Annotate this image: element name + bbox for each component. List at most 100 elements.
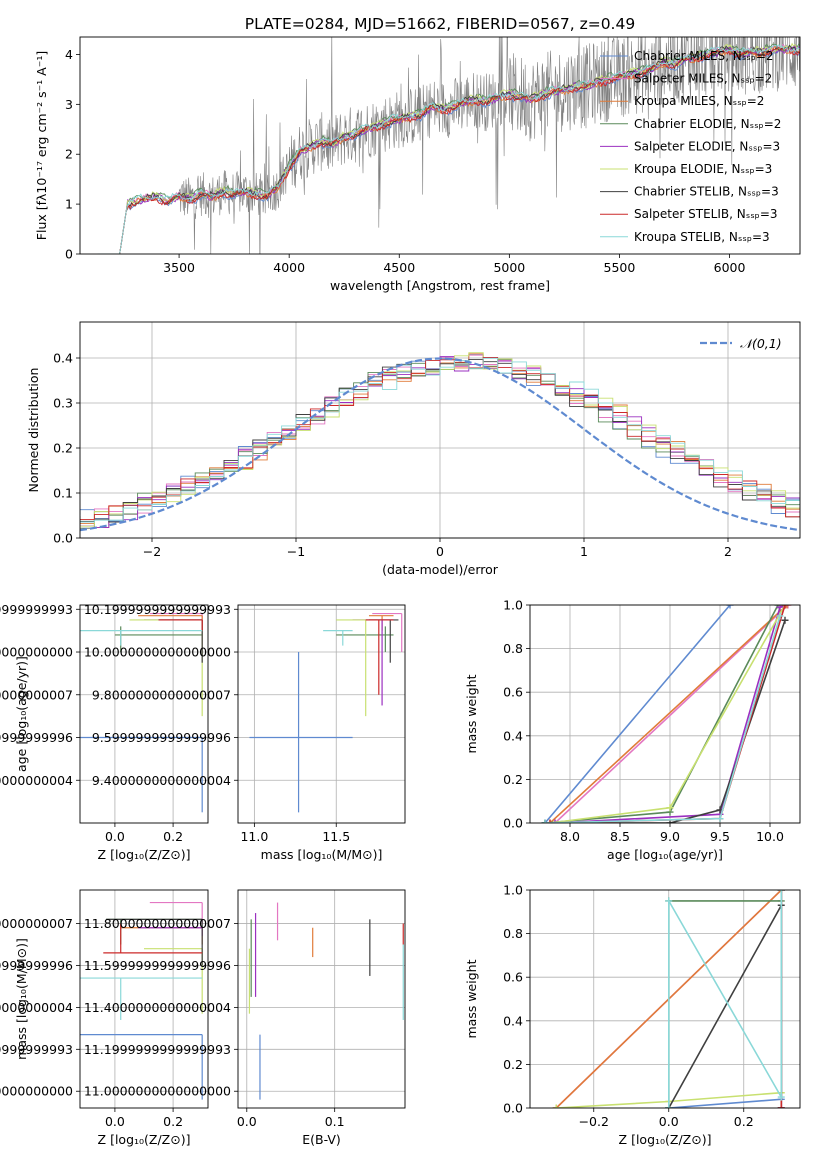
y-tick-label: 1	[65, 197, 73, 212]
residuals-plot	[80, 352, 800, 532]
mass-vs-EBV-chart: 0.0 0.1 11.0000000000000000 11.199999999999…	[84, 889, 406, 1147]
axes-frame	[79, 321, 801, 539]
age-vs-mass-chart: 11.0 11.5 9.4000000000000004 9.599999999999…	[84, 602, 406, 862]
weight-line-2	[554, 605, 789, 823]
legend-label: Chabrier MILES, Nₛₛₚ=2	[634, 49, 774, 63]
y-tick-label: 0.3	[53, 396, 73, 411]
y-tick-label: 11.1999999999999993	[84, 1042, 231, 1057]
y-tick-label: 9.5999999999999996	[92, 730, 231, 745]
x-tick-label: 0.0	[105, 1114, 125, 1129]
y-tick-label: 0.6	[503, 970, 523, 985]
weight-marker	[777, 1093, 785, 1101]
x-tick-label: 6000	[714, 260, 746, 275]
weight-line-5	[554, 605, 786, 823]
y-axis-label: age [log₁₀(age/yr)]	[14, 656, 29, 772]
legend-label: Kroupa STELIB, Nₛₛₚ=3	[634, 230, 770, 244]
weight-marker	[781, 605, 789, 609]
legend-label: Salpeter ELODIE, Nₛₛₚ=3	[634, 139, 780, 153]
x-axis-label: wavelength [Angstrom, rest frame]	[330, 278, 550, 293]
x-tick-label: 11.5	[322, 829, 350, 844]
x-tick-label: 5000	[493, 260, 525, 275]
x-tick-label: 0.0	[105, 829, 125, 844]
weight-marker	[552, 1104, 560, 1108]
mass-weight-vs-Z-plot	[552, 890, 785, 1108]
x-tick-label: 8.0	[560, 829, 580, 844]
x-axis-label: Z [log₁₀(Z/Z⊙)]	[98, 847, 191, 862]
legend-label: Kroupa MILES, Nₛₛₚ=2	[634, 94, 764, 108]
y-tick-label: 9.8000000000000007	[0, 687, 73, 702]
mass-weight-vs-age-plot	[541, 605, 792, 823]
axes-frame	[529, 604, 801, 824]
y-tick-label: 0.2	[503, 1057, 523, 1072]
x-tick-label: 9.5	[710, 829, 730, 844]
y-tick-label: 11.4000000000000004	[0, 1000, 73, 1015]
x-axis-label: mass [log₁₀(M/M⊙)]	[261, 847, 383, 862]
y-tick-label: 0.4	[53, 351, 73, 366]
y-tick-label: 11.1999999999999993	[0, 1042, 73, 1057]
x-axis-label: (data-model)/error	[382, 562, 499, 577]
age-vs-mass-plot	[249, 612, 403, 813]
x-tick-label: 4000	[273, 260, 305, 275]
axes-frame	[79, 604, 209, 824]
x-tick-label: 8.5	[610, 829, 630, 844]
weight-line-7	[545, 620, 786, 823]
y-tick-label: 1.0	[503, 598, 523, 613]
x-axis-label: Z [log₁₀(Z/Z⊙)]	[98, 1132, 191, 1147]
y-tick-label: 0.6	[503, 685, 523, 700]
legend-label: 𝒩(0,1)	[740, 336, 782, 351]
axes-frame	[79, 889, 209, 1109]
mass-vs-EBV-plot	[248, 902, 404, 1100]
weight-marker	[666, 804, 674, 812]
x-tick-label: 0.0	[659, 1114, 679, 1129]
y-axis-label: mass weight	[464, 674, 479, 753]
weight-marker	[665, 897, 673, 905]
y-tick-label: 11.4000000000000004	[84, 1000, 231, 1015]
y-tick-label: 10.0000000000000000	[0, 645, 73, 660]
y-tick-label: 10.1999999999999993	[84, 602, 231, 617]
plot-area: 3500 4000 4500 5000 5500 6000 0 1 2 3 4 wavelength …	[0, 36, 801, 1147]
weight-line-4	[544, 605, 779, 823]
y-tick-label: 11.8000000000000007	[0, 916, 73, 931]
x-axis-label: Z [log₁₀(Z/Z⊙)]	[619, 1132, 712, 1147]
weight-marker	[546, 819, 554, 823]
x-tick-label: 1	[580, 544, 588, 559]
observed-spectrum-line	[178, 37, 800, 254]
axes-frame	[79, 36, 801, 255]
y-tick-label: 0.2	[503, 772, 523, 787]
mass-vs-Z-plot	[80, 901, 203, 1100]
legend-label: Salpeter MILES, Nₛₛₚ=2	[634, 72, 772, 86]
y-tick-label: 3	[65, 97, 73, 112]
y-tick-label: 9.4000000000000004	[92, 773, 231, 788]
residual-histogram-8	[80, 356, 800, 524]
y-axis-label: Flux [fλ10⁻¹⁷ erg cm⁻² s⁻¹ A⁻¹]	[34, 51, 49, 240]
legend-label: Salpeter STELIB, Nₛₛₚ=3	[634, 207, 778, 221]
legend-label: Chabrier ELODIE, Nₛₛₚ=2	[634, 117, 781, 131]
residuals-chart: −2 −1 0 1 2 0.0 0.1 0.2 0.3 0.4 (data-model)/error…	[26, 321, 801, 577]
x-axis-label: age [log₁₀(age/yr)]	[607, 847, 723, 862]
y-axis-label: mass weight	[464, 959, 479, 1038]
y-tick-label: 0.8	[503, 926, 523, 941]
axes-frame	[237, 604, 406, 824]
x-tick-label: 5500	[604, 260, 636, 275]
weight-marker	[551, 819, 559, 823]
x-tick-label: 4500	[383, 260, 415, 275]
x-tick-label: 0	[436, 544, 444, 559]
x-axis-label: E(B-V)	[302, 1132, 341, 1147]
mass-vs-Z-chart: 0.0 0.2 11.0000000000000000 11.199999999999…	[0, 889, 209, 1147]
x-tick-label: 0.0	[237, 1114, 257, 1129]
axes-frame	[237, 889, 406, 1109]
y-tick-label: 0.0	[503, 1101, 523, 1116]
mass-weight-vs-Z-chart: −0.2 0.0 0.2 0.0 0.2 0.4 0.6 0.8 1.0 Z [log₁₀(Z/Z…	[464, 883, 801, 1147]
spectrum-legend: Chabrier MILES, Nₛₛₚ=2 Salpeter MILES, Nₛ…	[600, 49, 781, 244]
y-axis-label: Normed distribution	[26, 368, 41, 493]
x-tick-label: 11.0	[240, 829, 268, 844]
x-tick-label: −2	[143, 544, 161, 559]
weight-line-1	[544, 605, 731, 823]
mass-weight-vs-age-chart: 8.0 8.5 9.0 9.5 10.0 0.0 0.2 0.4 0.6 0.8 1.0 age [l…	[464, 598, 801, 862]
model-line-8	[119, 47, 800, 254]
weight-marker	[777, 1104, 785, 1108]
x-tick-label: 9.0	[660, 829, 680, 844]
weight-line-9	[667, 890, 783, 1108]
y-tick-label: 0.4	[503, 1013, 523, 1028]
